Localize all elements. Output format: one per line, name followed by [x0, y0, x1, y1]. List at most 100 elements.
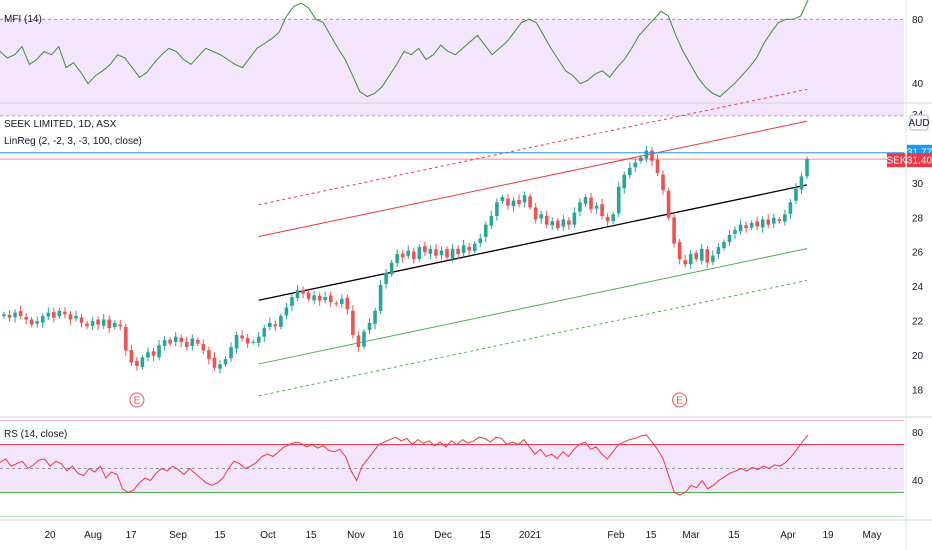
candle-body[interactable]: [184, 341, 189, 348]
candle-body[interactable]: [268, 322, 272, 328]
candle-body[interactable]: [334, 303, 339, 305]
candle-body[interactable]: [605, 217, 610, 222]
earnings-marker[interactable]: [672, 392, 688, 408]
candle-body[interactable]: [583, 197, 588, 204]
candle-body[interactable]: [306, 292, 311, 299]
candle-body[interactable]: [356, 335, 361, 348]
candle-body[interactable]: [46, 312, 51, 317]
candle-body[interactable]: [771, 217, 776, 224]
candle-body[interactable]: [616, 186, 621, 214]
candle-body[interactable]: [196, 339, 200, 344]
rs-line[interactable]: [0, 434, 809, 496]
candle-body[interactable]: [384, 272, 388, 284]
candle-body[interactable]: [423, 246, 427, 253]
candle-body[interactable]: [157, 345, 161, 358]
candle-body[interactable]: [500, 197, 505, 202]
candle-body[interactable]: [478, 238, 483, 244]
candle-body[interactable]: [677, 242, 682, 260]
candle-body[interactable]: [345, 297, 350, 310]
candle-body[interactable]: [722, 241, 726, 249]
candle-body[interactable]: [777, 219, 782, 222]
candle-body[interactable]: [378, 284, 383, 311]
candle-body[interactable]: [124, 326, 128, 351]
candle-body[interactable]: [412, 251, 416, 260]
candle-body[interactable]: [788, 202, 793, 214]
linreg-upper[interactable]: [258, 120, 808, 238]
candle-body[interactable]: [461, 245, 466, 253]
candle-body[interactable]: [760, 219, 765, 228]
candle-body[interactable]: [733, 229, 737, 234]
candle-body[interactable]: [135, 361, 139, 367]
candle-body[interactable]: [223, 359, 228, 365]
linreg-center[interactable]: [258, 184, 808, 301]
candle-body[interactable]: [328, 295, 333, 303]
candle-body[interactable]: [694, 252, 699, 260]
candle-body[interactable]: [273, 324, 278, 327]
candle-body[interactable]: [262, 328, 267, 337]
candle-body[interactable]: [179, 337, 184, 342]
candle-body[interactable]: [428, 248, 433, 254]
price-label-box[interactable]: [907, 153, 932, 168]
candle-body[interactable]: [146, 352, 150, 358]
candle-body[interactable]: [240, 335, 244, 339]
candle-body[interactable]: [29, 319, 34, 325]
candle-body[interactable]: [295, 290, 300, 299]
candle-body[interactable]: [528, 196, 532, 208]
candle-body[interactable]: [561, 219, 566, 227]
candle-body[interactable]: [290, 297, 294, 306]
candle-body[interactable]: [13, 312, 17, 318]
candle-body[interactable]: [572, 212, 577, 225]
candle-body[interactable]: [727, 235, 732, 242]
candle-body[interactable]: [68, 314, 73, 320]
candle-body[interactable]: [112, 322, 117, 328]
candle-body[interactable]: [600, 204, 604, 217]
candle-body[interactable]: [317, 295, 322, 301]
candle-body[interactable]: [711, 255, 715, 263]
mfi-line[interactable]: [0, 0, 809, 98]
candle-body[interactable]: [96, 319, 100, 325]
candle-body[interactable]: [107, 319, 112, 329]
candle-body[interactable]: [450, 248, 455, 259]
candle-body[interactable]: [456, 248, 460, 254]
candle-body[interactable]: [417, 247, 422, 260]
candle-body[interactable]: [162, 340, 167, 346]
candle-body[interactable]: [511, 200, 516, 207]
candle-body[interactable]: [256, 336, 261, 343]
candle-body[interactable]: [284, 307, 289, 316]
candle-body[interactable]: [301, 290, 305, 294]
candle-body[interactable]: [406, 250, 411, 256]
candle-body[interactable]: [539, 214, 543, 219]
candle-body[interactable]: [445, 248, 449, 258]
candle-body[interactable]: [40, 316, 45, 323]
candle-body[interactable]: [35, 321, 40, 324]
candle-body[interactable]: [716, 247, 721, 255]
candle-body[interactable]: [744, 225, 748, 229]
candle-body[interactable]: [101, 319, 106, 326]
candle-body[interactable]: [351, 310, 355, 335]
candle-body[interactable]: [190, 338, 195, 347]
time-axis[interactable]: 20 Aug 17 Sep 15 Oct 15 Nov 16 Dec 15 2021 Feb 15 Mar 1…: [44, 530, 881, 541]
candle-body[interactable]: [24, 317, 28, 320]
candle-body[interactable]: [489, 216, 494, 226]
candle-body[interactable]: [279, 316, 283, 327]
candle-body[interactable]: [544, 215, 549, 225]
candle-body[interactable]: [517, 200, 521, 204]
candle-body[interactable]: [555, 220, 560, 229]
candle-body[interactable]: [207, 349, 211, 360]
candle-body[interactable]: [218, 364, 222, 369]
candle-body[interactable]: [2, 314, 6, 317]
candle-body[interactable]: [395, 253, 399, 264]
candle-body[interactable]: [362, 331, 366, 347]
candle-body[interactable]: [129, 349, 134, 363]
candle-body[interactable]: [85, 323, 89, 327]
candle-body[interactable]: [168, 339, 172, 344]
candle-body[interactable]: [699, 248, 704, 261]
candle-body[interactable]: [738, 224, 743, 232]
candle-body[interactable]: [151, 351, 156, 356]
symbol-tag-box[interactable]: [887, 153, 906, 168]
mfi-panel[interactable]: 80 40: [0, 0, 924, 117]
candle-body[interactable]: [340, 298, 344, 304]
candle-body[interactable]: [495, 202, 499, 217]
candle-body[interactable]: [52, 312, 56, 318]
candle-body[interactable]: [7, 314, 12, 318]
